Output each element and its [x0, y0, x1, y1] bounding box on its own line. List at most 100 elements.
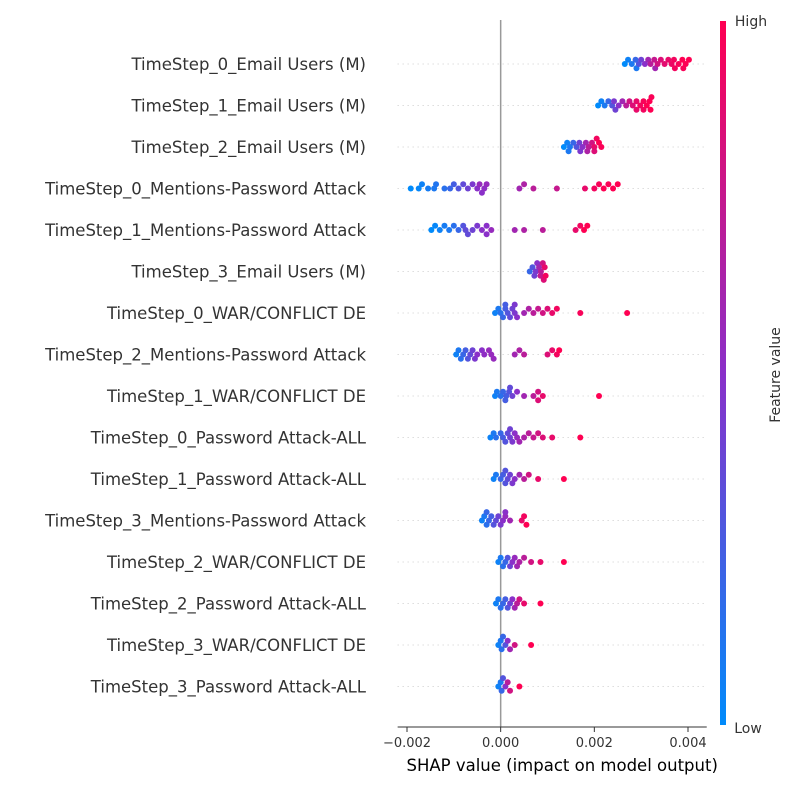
shap-point: [502, 596, 509, 603]
shap-point: [497, 554, 504, 561]
feature-label: TimeStep_1_Email Users (M): [130, 97, 366, 117]
colorbar-title: Feature value: [768, 327, 784, 423]
shap-point: [670, 56, 677, 63]
shap-point: [541, 264, 548, 271]
shap-point: [560, 476, 567, 482]
shap-point: [521, 434, 528, 441]
shap-point: [544, 305, 551, 312]
shap-point: [577, 310, 584, 316]
shap-point: [605, 181, 612, 188]
feature-labels: TimeStep_0_Email Users (M) TimeStep_1_Ema…: [44, 55, 367, 698]
shap-point: [657, 56, 664, 63]
shap-point: [511, 642, 518, 648]
shap-point: [661, 61, 668, 67]
shap-point: [577, 434, 584, 441]
shap-point: [651, 56, 658, 63]
shap-point: [502, 513, 509, 520]
shap-point: [492, 434, 499, 441]
shap-point: [638, 56, 645, 63]
shap-point: [495, 596, 502, 603]
shap-point: [504, 637, 511, 644]
shap-point: [549, 347, 556, 354]
shap-point: [483, 509, 490, 516]
shap-point: [511, 554, 518, 561]
shap-point: [441, 222, 448, 229]
shap-point: [637, 102, 644, 109]
shap-point: [516, 438, 523, 445]
shap-point: [521, 476, 528, 482]
shap-point: [418, 181, 425, 188]
shap-point: [462, 347, 469, 354]
shap-point: [626, 98, 633, 105]
shap-point: [407, 185, 414, 192]
shap-point: [647, 106, 654, 113]
shap-point: [492, 310, 499, 316]
shap-point: [481, 351, 488, 358]
shap-point: [539, 227, 546, 233]
shap-point: [514, 314, 521, 321]
feature-label: TimeStep_3_WAR/CONFLICT DE: [106, 636, 366, 656]
shap-point: [539, 310, 546, 316]
shap-point: [640, 98, 647, 105]
shap-point: [450, 222, 457, 229]
row-guides: [397, 63, 707, 687]
feature-label: TimeStep_2_Email Users (M): [130, 138, 366, 158]
shap-point: [537, 600, 544, 607]
shap-point: [511, 227, 518, 233]
shap-point: [483, 222, 490, 229]
feature-label: TimeStep_0_Mentions-Password Attack: [44, 180, 366, 200]
shap-point: [487, 434, 494, 441]
shap-point: [502, 301, 509, 308]
shap-point: [605, 98, 612, 105]
shap-point: [516, 185, 523, 192]
feature-label: TimeStep_1_WAR/CONFLICT DE: [106, 387, 366, 407]
shap-point: [560, 144, 567, 150]
shap-point: [523, 521, 530, 528]
feature-label: TimeStep_1_Password Attack-ALL: [90, 470, 367, 490]
shap-point: [502, 467, 509, 474]
feature-label: TimeStep_3_Password Attack-ALL: [90, 678, 367, 698]
shap-point: [530, 310, 537, 316]
shap-point: [516, 683, 523, 690]
shap-point: [581, 185, 588, 192]
shap-point: [500, 633, 507, 640]
shap-point: [464, 185, 471, 192]
shap-point: [623, 102, 630, 109]
shap-point: [535, 305, 542, 312]
shap-point: [633, 106, 640, 113]
shap-point: [610, 185, 617, 192]
shap-point: [464, 231, 471, 238]
shap-point: [433, 181, 440, 188]
feature-label: TimeStep_2_WAR/CONFLICT DE: [106, 553, 366, 573]
shap-point: [633, 98, 640, 105]
shap-point: [504, 679, 511, 686]
shap-point: [455, 185, 462, 192]
shap-point: [483, 181, 490, 188]
shap-point: [581, 227, 588, 233]
shap-point: [598, 144, 605, 150]
shap-point: [511, 301, 518, 308]
shap-point: [498, 687, 505, 694]
shap-point: [436, 227, 443, 233]
shap-point: [507, 687, 514, 694]
shap-point: [629, 102, 636, 109]
shap-point: [509, 393, 516, 399]
shap-point: [503, 393, 510, 399]
points-layer: [407, 56, 692, 694]
feature-label: TimeStep_3_Mentions-Password Attack: [44, 512, 366, 532]
shap-point: [537, 268, 544, 275]
shap-point: [441, 185, 448, 192]
shap-point: [483, 231, 490, 238]
shap-point: [582, 139, 589, 146]
shap-point: [624, 310, 631, 316]
colorbar-low-label: Low: [734, 721, 762, 737]
shap-point: [521, 351, 528, 358]
shap-point: [474, 351, 481, 358]
feature-label: TimeStep_2_Mentions-Password Attack: [44, 346, 366, 366]
shap-point: [507, 314, 514, 321]
shap-point: [469, 227, 476, 233]
shap-point: [539, 393, 546, 399]
shap-point: [621, 61, 628, 67]
shap-point: [632, 56, 639, 63]
shap-point: [525, 430, 532, 437]
